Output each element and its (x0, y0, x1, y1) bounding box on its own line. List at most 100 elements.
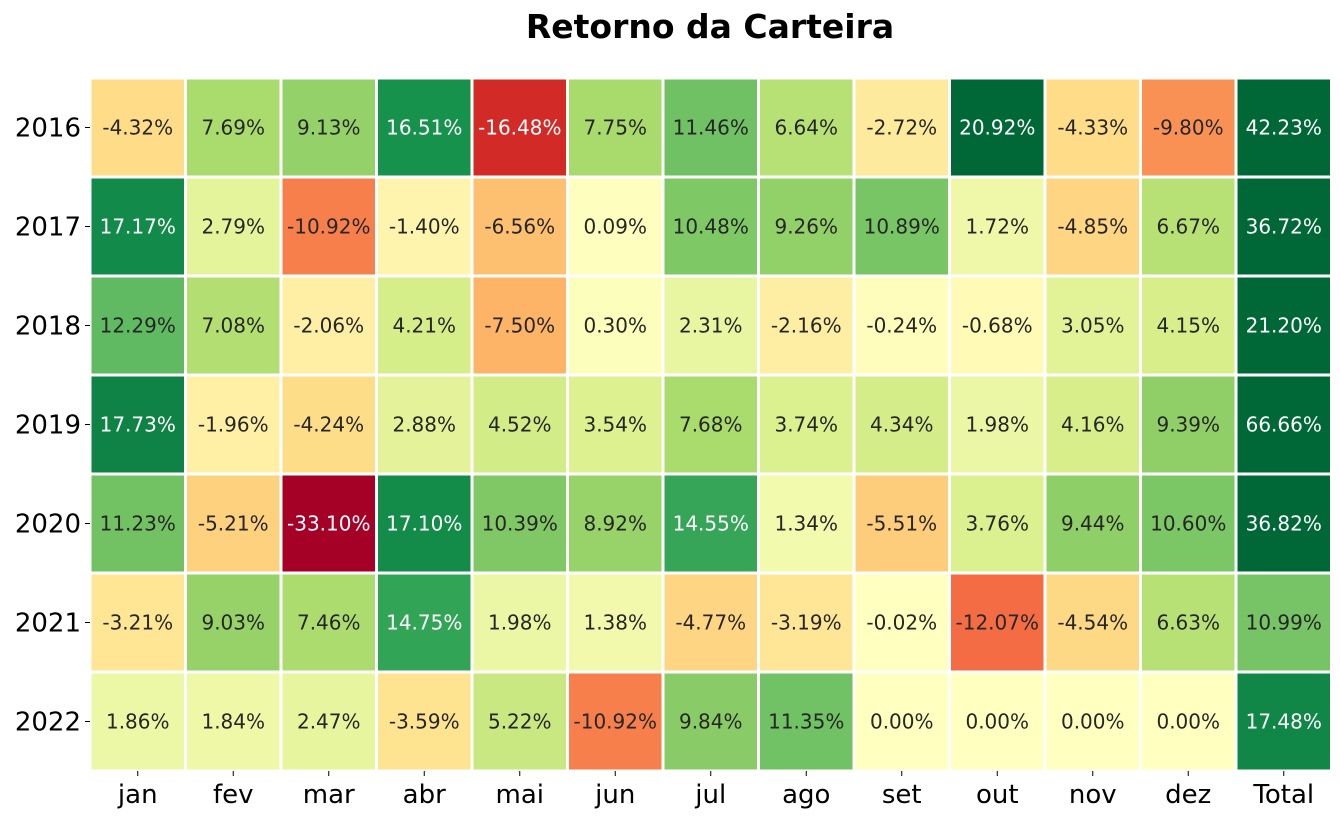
heatmap-cell-2020-mai (473, 475, 566, 572)
cell-value-label: 1.34% (774, 512, 838, 536)
heatmap-cell-2020-abr (378, 475, 471, 572)
heatmap-cell-2022-jan (91, 673, 184, 770)
heatmap-cell-2016-set (855, 79, 948, 176)
heatmap-cell-2019-fev (187, 376, 280, 473)
heatmap-cell-2016-ago (760, 79, 853, 176)
cell-value-label: 6.67% (1156, 215, 1220, 239)
cell-value-label: -12.07% (956, 611, 1039, 635)
cell-value-label: 21.20% (1246, 314, 1322, 338)
cell-value-label: 0.00% (870, 710, 934, 734)
cell-value-label: 9.44% (1061, 512, 1125, 536)
cell-value-label: 66.66% (1246, 413, 1322, 437)
cell-value-label: -4.32% (102, 116, 173, 140)
heatmap-cell-2019-jan (91, 376, 184, 473)
x-tick-label-mar: mar (303, 780, 355, 810)
y-axis-ticks: 2016 2017 2018 2019 2020 2021 2022 (15, 114, 90, 738)
heatmap-cell-2021-jul (664, 574, 757, 671)
heatmap-cell-2022-set (855, 673, 948, 770)
cell-value-label: 3.05% (1061, 314, 1125, 338)
cell-value-label: 17.73% (100, 413, 176, 437)
x-tick-label-out: out (976, 780, 1019, 810)
cell-value-label: -4.33% (1057, 116, 1128, 140)
cell-value-label: -9.80% (1153, 116, 1224, 140)
x-tick-label-jan: jan (117, 780, 158, 810)
cell-value-label: -3.59% (389, 710, 460, 734)
heatmap-cell-2020-Total (1237, 475, 1330, 572)
cell-value-label: 7.69% (201, 116, 265, 140)
cell-value-label: 10.89% (864, 215, 940, 239)
heatmap-cell-2020-set (855, 475, 948, 572)
cell-value-label: -2.72% (866, 116, 937, 140)
y-tick-label-2018: 2018 (15, 312, 81, 342)
cell-value-label: 42.23% (1246, 116, 1322, 140)
cell-value-label: 0.00% (1156, 710, 1220, 734)
cell-value-label: -5.51% (866, 512, 937, 536)
cell-value-label: -4.54% (1057, 611, 1128, 635)
heatmap-cell-2021-nov (1046, 574, 1139, 671)
cell-value-label: 11.23% (100, 512, 176, 536)
x-tick-label-set: set (882, 780, 922, 810)
heatmap-cell-2016-jul (664, 79, 757, 176)
cell-value-label: 10.99% (1246, 611, 1322, 635)
y-tick-label-2019: 2019 (15, 411, 81, 441)
cell-value-label: -2.16% (771, 314, 842, 338)
heatmap-cell-2017-fev (187, 178, 280, 275)
heatmap-cell-2018-jun (569, 277, 662, 374)
cell-value-label: -7.50% (484, 314, 555, 338)
heatmap-cell-2022-dez (1142, 673, 1235, 770)
heatmap-cell-2019-dez (1142, 376, 1235, 473)
cell-value-label: 10.48% (673, 215, 749, 239)
heatmap-cell-2022-nov (1046, 673, 1139, 770)
cell-value-label: 10.39% (482, 512, 558, 536)
cell-value-label: 0.09% (583, 215, 647, 239)
heatmap-cell-2017-Total (1237, 178, 1330, 275)
cell-value-label: 17.17% (100, 215, 176, 239)
y-tick-label-2017: 2017 (15, 213, 81, 243)
cell-value-label: -4.85% (1057, 215, 1128, 239)
heatmap-cell-2020-jul (664, 475, 757, 572)
cell-value-label: -10.92% (574, 710, 657, 734)
cell-value-label: 7.68% (679, 413, 743, 437)
cell-value-label: 2.31% (679, 314, 743, 338)
heatmap-cell-2018-mar (282, 277, 375, 374)
heatmap-cell-2016-jun (569, 79, 662, 176)
heatmap-cell-2018-jan (91, 277, 184, 374)
heatmap-cell-2017-set (855, 178, 948, 275)
heatmap-cell-2018-set (855, 277, 948, 374)
heatmap-cell-2018-abr (378, 277, 471, 374)
cell-value-label: 36.82% (1246, 512, 1322, 536)
heatmap-cell-2016-fev (187, 79, 280, 176)
x-tick-label-Total: Total (1252, 780, 1314, 810)
x-tick-label-jun: jun (594, 780, 635, 810)
cell-value-label: 1.98% (488, 611, 552, 635)
heatmap-cell-2019-out (951, 376, 1044, 473)
heatmap-cells (91, 79, 1330, 770)
cell-value-label: 9.84% (679, 710, 743, 734)
heatmap-cell-2020-ago (760, 475, 853, 572)
cell-value-label: -2.06% (293, 314, 364, 338)
heatmap-cell-2021-Total (1237, 574, 1330, 671)
heatmap-cell-2017-mar (282, 178, 375, 275)
heatmap-cell-2020-dez (1142, 475, 1235, 572)
cell-value-label: 4.16% (1061, 413, 1125, 437)
heatmap-cell-2016-out (951, 79, 1044, 176)
heatmap-cell-2019-Total (1237, 376, 1330, 473)
heatmap-cell-2016-dez (1142, 79, 1235, 176)
cell-value-label: 6.64% (774, 116, 838, 140)
cell-value-label: 9.39% (1156, 413, 1220, 437)
heatmap-cell-2021-jan (91, 574, 184, 671)
cell-value-label: 4.21% (392, 314, 456, 338)
cell-value-label: 3.74% (774, 413, 838, 437)
cell-value-label: 14.75% (386, 611, 462, 635)
cell-value-label: 11.46% (673, 116, 749, 140)
heatmap-cell-2017-jun (569, 178, 662, 275)
cell-value-label: -3.21% (102, 611, 173, 635)
chart-title: Retorno da Carteira (525, 7, 895, 46)
heatmap-cell-2018-jul (664, 277, 757, 374)
heatmap-cell-2022-out (951, 673, 1044, 770)
cell-value-label: -3.19% (771, 611, 842, 635)
heatmap-cell-2017-jul (664, 178, 757, 275)
heatmap-cell-2017-jan (91, 178, 184, 275)
cell-value-label: 1.98% (965, 413, 1029, 437)
